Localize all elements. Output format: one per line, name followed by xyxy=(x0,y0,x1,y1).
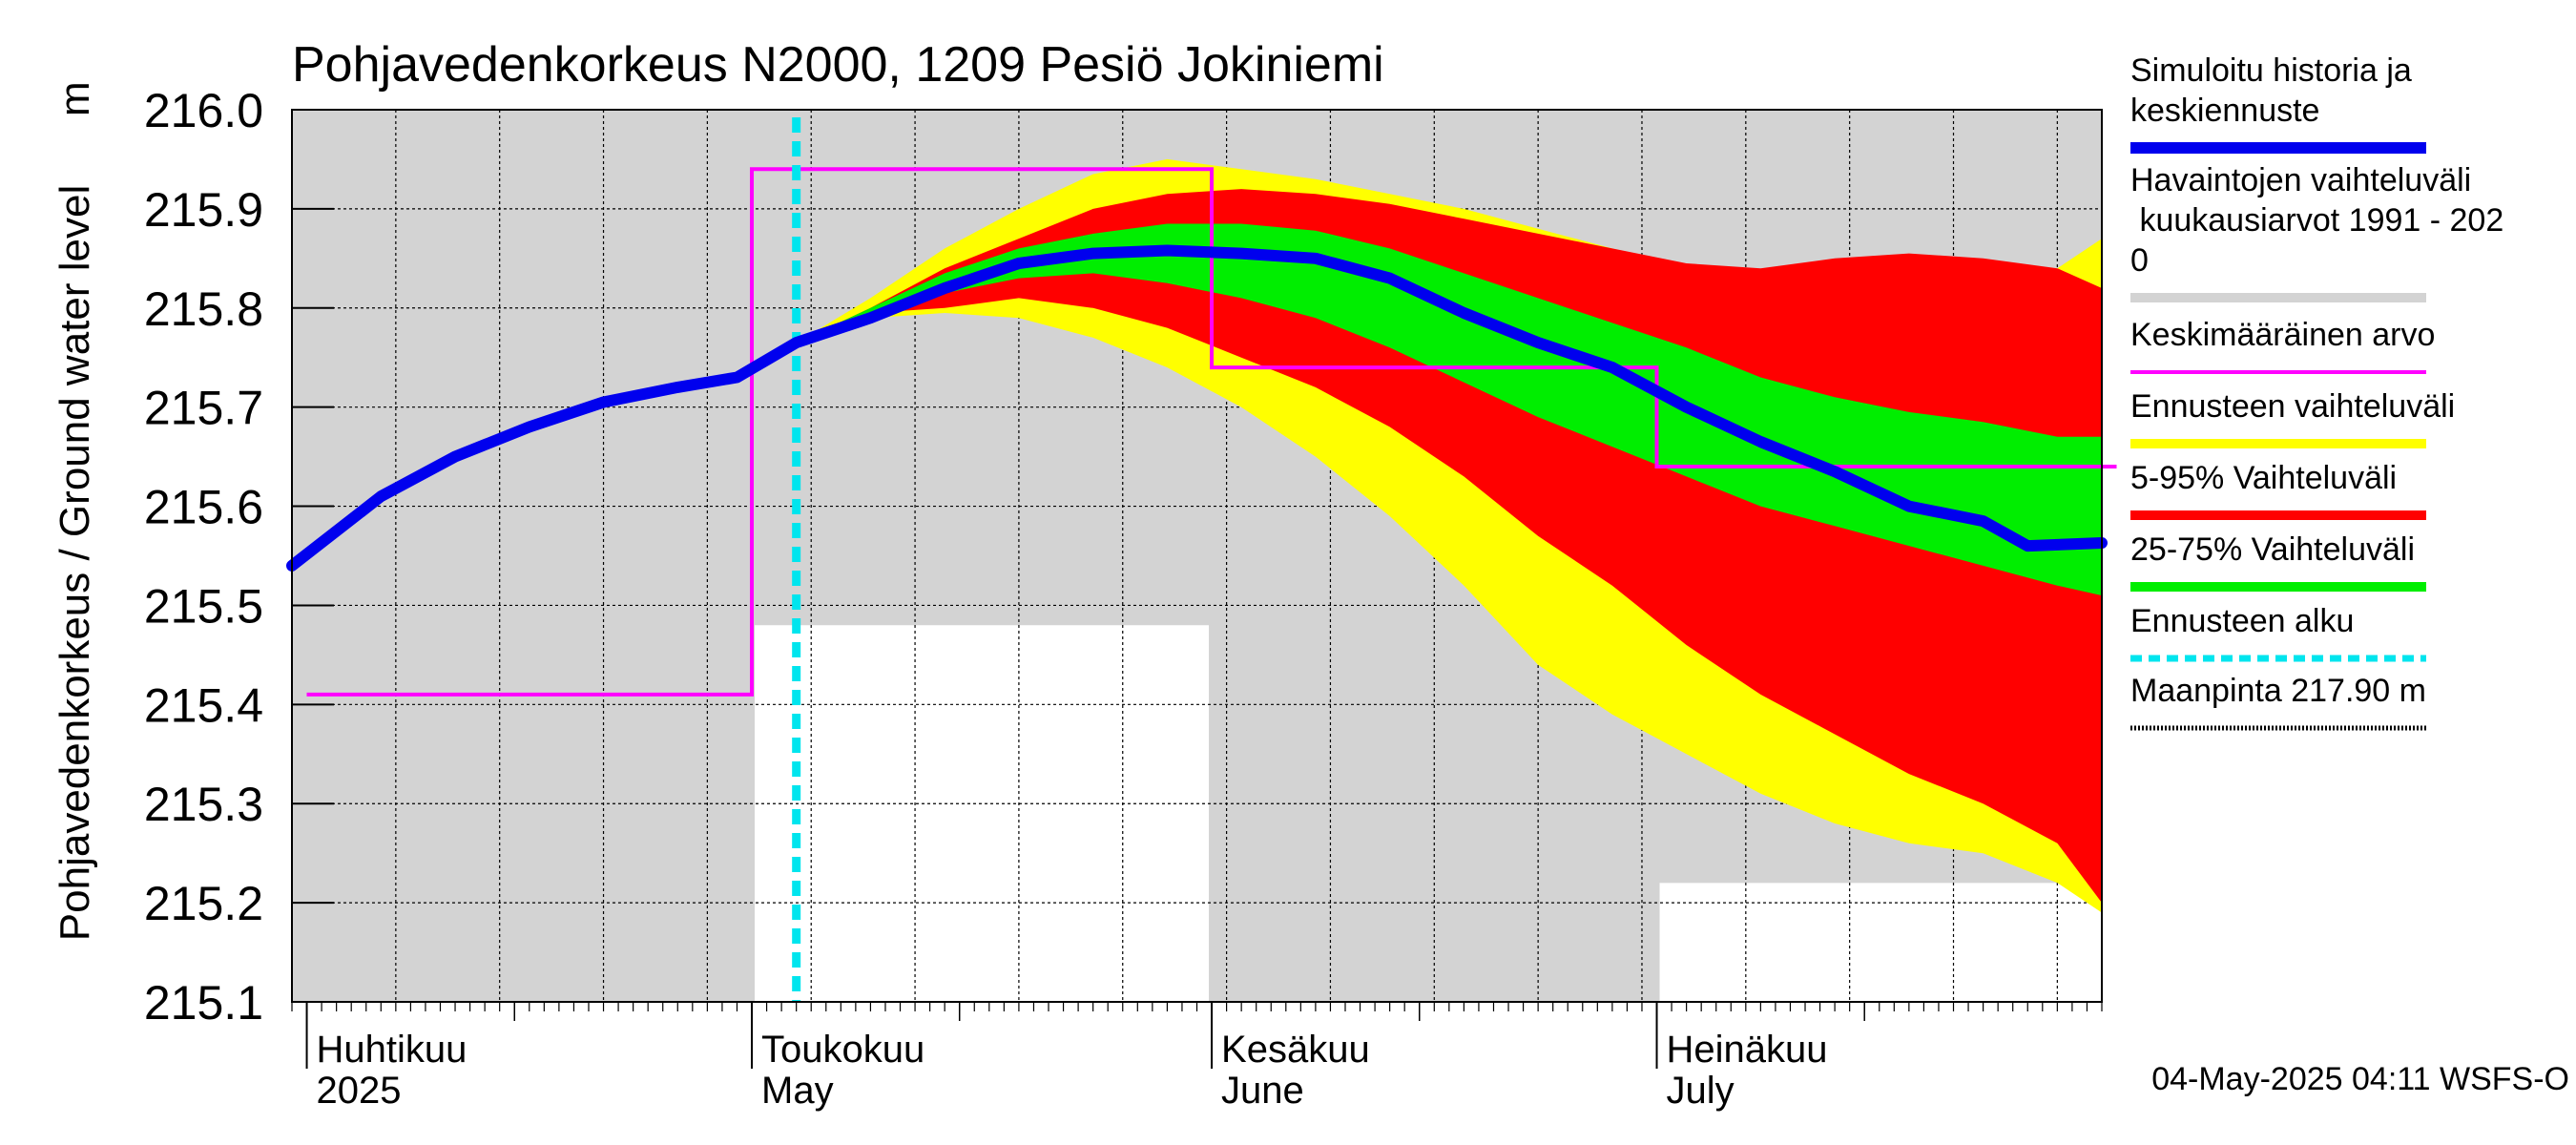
legend-label: Maanpinta 217.90 m xyxy=(2130,673,2426,709)
y-tick-label: 215.1 xyxy=(144,976,263,1030)
y-axis: 215.1 215.2 215.3 215.4 215.5 215.6 215.7 215.8… xyxy=(144,84,334,1030)
x-month-label-fi: Heinäkuu xyxy=(1667,1029,1828,1071)
legend-label: Keskimääräinen arvo xyxy=(2130,317,2435,353)
x-month-label-en: July xyxy=(1667,1070,1735,1112)
y-tick-label: 216.0 xyxy=(144,84,263,137)
history-min-gap xyxy=(1659,883,2114,1002)
mean-step-line xyxy=(306,167,2117,697)
legend-label: Ennusteen vaihteluväli xyxy=(2130,388,2455,425)
simulated-line xyxy=(286,244,2108,572)
x-month-label-fi: Toukokuu xyxy=(761,1029,924,1071)
legend-label: 25-75% Vaihteluväli xyxy=(2130,531,2415,568)
x-month-label-fi: Kesäkuu xyxy=(1221,1029,1370,1071)
history-min-gap xyxy=(755,625,1210,1002)
x-month-label-en: 2025 xyxy=(317,1070,402,1112)
y-tick-label: 215.5 xyxy=(144,579,263,633)
forecast-bands xyxy=(796,158,2103,913)
timestamp: 04-May-2025 04:11 WSFS-O xyxy=(2151,1061,2569,1097)
y-axis-unit: m xyxy=(52,81,98,116)
band-p5-95 xyxy=(796,189,2103,904)
plot-area xyxy=(286,109,2117,1003)
legend: Simuloitu historia ja keskiennuste Havaint… xyxy=(2130,52,2503,731)
y-tick-label: 215.4 xyxy=(144,678,263,732)
legend-label: Simuloitu historia ja keskiennuste xyxy=(2130,52,2412,129)
y-tick-label: 215.3 xyxy=(144,778,263,831)
legend-label: Ennusteen alku xyxy=(2130,603,2354,639)
y-tick-label: 215.7 xyxy=(144,382,263,435)
y-tick-label: 215.9 xyxy=(144,183,263,237)
simulated-series xyxy=(286,244,2108,572)
chart-title: Pohjavedenkorkeus N2000, 1209 Pesiö Joki… xyxy=(292,37,1384,93)
x-month-label-en: June xyxy=(1221,1070,1304,1112)
band-p25-75 xyxy=(796,223,2103,596)
monthly-mean-line xyxy=(306,167,2117,697)
y-axis-label: Pohjavedenkorkeus / Ground water level xyxy=(52,185,98,941)
y-tick-label: 215.2 xyxy=(144,877,263,930)
legend-label: Havaintojen vaihteluväli kuukausiarvot 1… xyxy=(2130,162,2503,279)
y-tick-label: 215.8 xyxy=(144,282,263,336)
y-tick-label: 215.6 xyxy=(144,481,263,534)
x-month-label-fi: Huhtikuu xyxy=(317,1029,467,1071)
x-month-label-en: May xyxy=(761,1070,834,1112)
legend-label: 5-95% Vaihteluväli xyxy=(2130,460,2397,496)
